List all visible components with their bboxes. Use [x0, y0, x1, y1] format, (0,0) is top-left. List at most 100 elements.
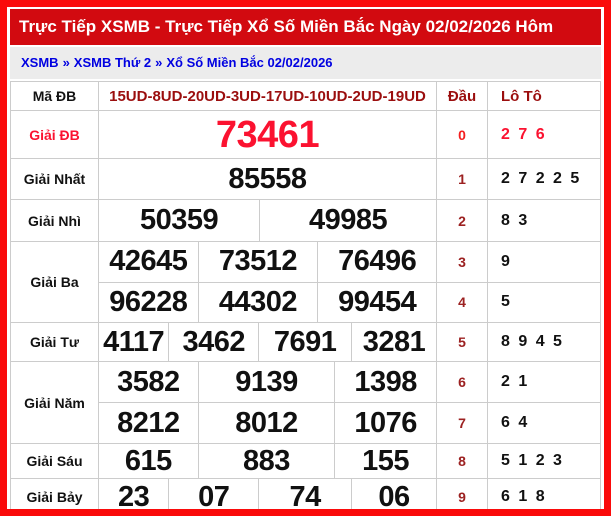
prize-number-cell: 07 [169, 479, 260, 509]
loto-value: 8 9 4 5 [501, 333, 564, 350]
row-ma-db: Mã ĐB 15UD-8UD-20UD-3UD-17UD-10UD-2UD-19… [11, 82, 600, 111]
dau-value: 3 [437, 242, 488, 282]
loto-value: 6 4 [501, 414, 530, 431]
loto-value: 2 1 [501, 373, 530, 390]
prize-number-cell: 615 [99, 444, 199, 478]
prize-label: Giải Tư [11, 323, 99, 361]
prize-number: 1076 [354, 406, 417, 439]
row-giai-nhat: Giải Nhất 85558 1 2 7 2 2 5 [11, 159, 600, 200]
prize-number-cell: 76496 [318, 242, 437, 282]
loto-value: 9 [501, 252, 512, 270]
prize-number-cell: 49985 [260, 200, 437, 241]
prize-number: 8012 [235, 406, 298, 439]
prize-number: 73512 [218, 245, 298, 278]
row-giai-bay: Giải Bảy 23 07 74 06 9 6 1 8 [11, 479, 600, 513]
prize-number-cell: 155 [335, 444, 437, 478]
prize-number: 76496 [338, 245, 417, 278]
prize-number-cell: 1076 [335, 403, 437, 443]
prize-number-cell: 50359 [99, 200, 261, 241]
prize-number-cell: 74 [259, 479, 353, 513]
prize-number-cell: 99454 [318, 282, 437, 322]
prize-label: Giải Sáu [11, 444, 99, 478]
row-giai-db: Giải ĐB 73461 0 2 7 6 [11, 111, 600, 159]
prize-number: 4117 [103, 325, 165, 358]
loto-value: 6 1 8 [501, 488, 547, 505]
prize-number: 23 [118, 480, 150, 513]
dau-value: 2 [437, 200, 488, 241]
dau-value: 5 [437, 323, 488, 361]
prize-label: Giải Ba [11, 242, 99, 322]
prize-number-cell: 44302 [199, 282, 319, 322]
loto-column-header: Lô Tô [501, 87, 542, 105]
prize-number: 96228 [109, 285, 188, 318]
prize-number: 8212 [117, 406, 180, 439]
prize-number: 883 [243, 444, 290, 477]
prize-number: 3582 [117, 365, 180, 398]
row-giai-nam-line-1: 3582 9139 1398 6 2 1 [99, 362, 600, 403]
loto-value: 2 7 2 2 5 [501, 170, 582, 187]
prize-number-cell: 7691 [259, 323, 353, 361]
prize-number: 155 [362, 444, 410, 477]
prize-label: Giải Năm [11, 362, 99, 443]
prize-label: Giải Nhì [11, 200, 99, 241]
prize-number: 42645 [109, 245, 188, 278]
prize-number-cell: 8012 [199, 403, 336, 443]
breadcrumb-link-date[interactable]: Xổ Số Miền Bắc 02/02/2026 [166, 55, 333, 70]
prize-number: 44302 [218, 285, 298, 318]
prize-number: 74 [289, 480, 322, 513]
row-giai-nam: Giải Năm 3582 9139 1398 6 [11, 362, 600, 444]
dau-value: 1 [437, 159, 488, 199]
dau-value: 6 [437, 362, 488, 402]
breadcrumb-separator: » [62, 55, 70, 70]
loto-value: 5 1 2 3 [501, 452, 564, 469]
prize-number-cell: 883 [199, 444, 336, 478]
prize-number: 85558 [228, 162, 307, 195]
prize-number-cell: 3582 [99, 362, 199, 402]
prize-number-cell: 3462 [169, 323, 260, 361]
prize-label: Giải Nhất [11, 159, 99, 199]
prize-number-cell: 73512 [199, 242, 319, 282]
row-giai-nam-line-2: 8212 8012 1076 7 6 4 [99, 403, 600, 443]
prize-number-cell: 1398 [335, 362, 437, 402]
prize-number-cell: 9139 [199, 362, 336, 402]
breadcrumb-link-xsmb[interactable]: XSMB [21, 55, 59, 70]
dau-value: 8 [437, 444, 488, 478]
ma-db-label: Mã ĐB [11, 82, 99, 110]
prize-number-cell: 96228 [99, 282, 199, 322]
results-table: Mã ĐB 15UD-8UD-20UD-3UD-17UD-10UD-2UD-19… [10, 81, 601, 513]
prize-number-cell: 4117 [99, 323, 170, 361]
loto-value: 8 3 [501, 211, 530, 229]
prize-number-cell: 3281 [352, 323, 437, 361]
prize-number: 9139 [235, 365, 298, 398]
prize-number: 73461 [215, 113, 320, 156]
prize-number-cell: 73461 [99, 111, 437, 158]
dau-column-header: Đầu [437, 82, 488, 110]
prize-number-cell: 23 [99, 479, 170, 513]
prize-number: 3281 [362, 325, 426, 358]
prize-label: Giải ĐB [11, 111, 99, 158]
prize-number-cell: 8212 [99, 403, 199, 443]
loto-value: 2 7 6 [501, 125, 547, 143]
prize-number: 49985 [309, 204, 388, 236]
dau-value: 0 [437, 111, 488, 158]
breadcrumb-separator: » [155, 55, 163, 70]
row-giai-ba-line-1: 42645 73512 76496 3 9 [99, 242, 600, 283]
page-title: Trực Tiếp XSMB - Trực Tiếp Xổ Số Miền Bắ… [10, 9, 601, 45]
prize-number: 1398 [354, 365, 417, 398]
prize-label: Giải Bảy [11, 479, 99, 509]
dau-value: 7 [437, 403, 488, 443]
prize-number: 06 [378, 480, 410, 513]
prize-number-cell: 06 [352, 479, 437, 513]
row-giai-ba: Giải Ba 42645 73512 76496 3 [11, 242, 600, 323]
breadcrumb-link-xsmb-thu2[interactable]: XSMB Thứ 2 [73, 55, 152, 70]
prize-number: 3462 [182, 325, 245, 358]
row-giai-ba-line-2: 96228 44302 99454 4 5 [99, 282, 600, 322]
row-giai-nhi: Giải Nhì 50359 49985 2 8 3 [11, 200, 600, 242]
prize-number-cell: 42645 [99, 242, 199, 282]
row-giai-sau: Giải Sáu 615 883 155 8 5 1 2 3 [11, 444, 600, 479]
prize-number-cell: 85558 [99, 159, 437, 199]
prize-number: 50359 [140, 204, 219, 236]
dau-value: 4 [437, 282, 488, 322]
loto-value: 5 [501, 293, 512, 311]
